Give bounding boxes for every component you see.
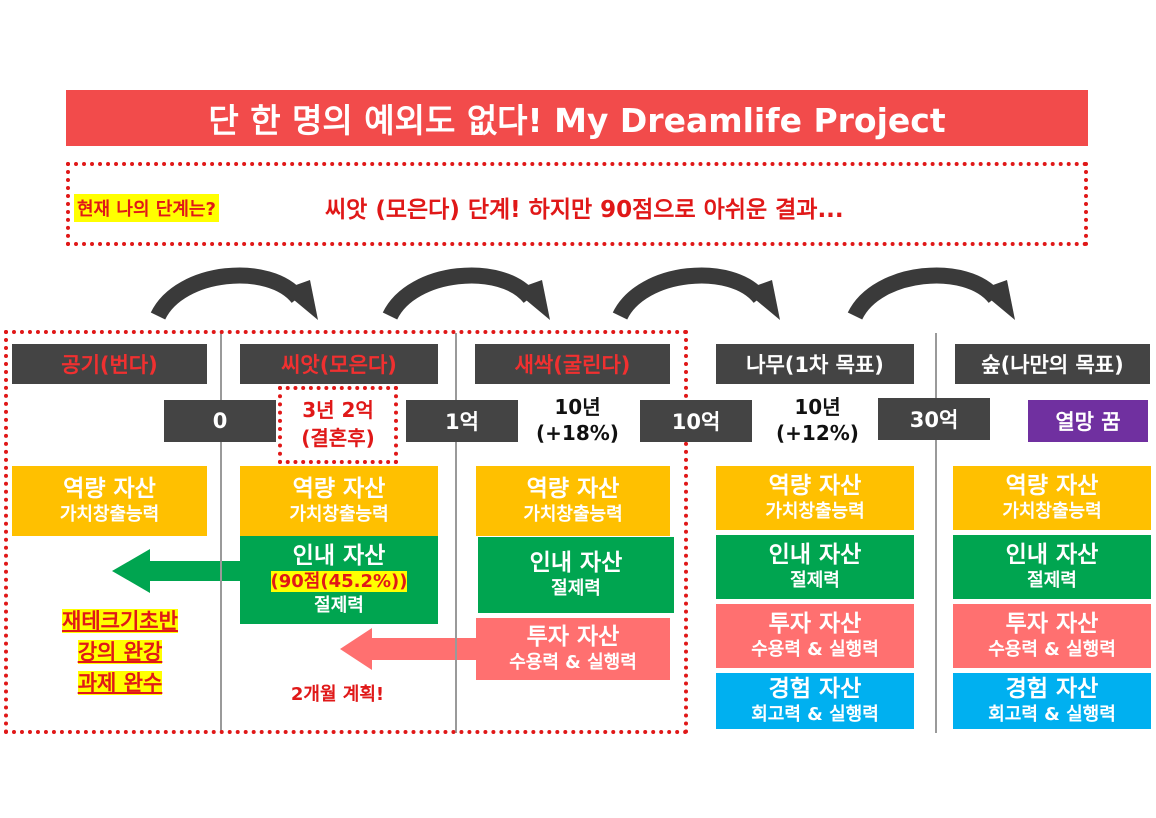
investment-asset-card: 투자 자산 수용력 & 실행력 [953, 604, 1151, 668]
capability-asset-card: 역량 자산 가치창출능력 [476, 466, 670, 536]
investment-asset-card: 투자 자산 수용력 & 실행력 [716, 604, 914, 668]
capability-asset-card: 역량 자산 가치창출능력 [953, 466, 1151, 530]
stage-forest: 숲(나만의 목표) [955, 344, 1150, 384]
left-arrow-green-icon [112, 549, 260, 593]
homework-note: 재테크기초반 강의 완강 과제 완수 [62, 609, 178, 695]
growth-note: 10년 (+18%) [536, 395, 619, 445]
plan-note: 2개월 계획! [290, 684, 385, 705]
investment-asset-card: 투자 자산 수용력 & 실행력 [476, 618, 670, 680]
curved-arrow-icon [382, 267, 537, 321]
capability-asset-card: 역량 자산 가치창출능력 [12, 466, 207, 536]
patience-asset-card: 인내 자산 절제력 [716, 535, 914, 599]
title-banner: 단 한 명의 예외도 없다! My Dreamlife Project [66, 90, 1088, 146]
amount-box: 30억 [878, 398, 990, 440]
column-divider [455, 333, 457, 733]
amount-box: 10억 [640, 400, 752, 442]
marriage-note: 3년 2억 (결혼후) [278, 386, 398, 464]
curved-arrow-icon [612, 267, 767, 321]
status-box [66, 162, 1088, 246]
curved-arrow-icon [150, 267, 305, 321]
experience-asset-card: 경험 자산 회고력 & 실행력 [716, 673, 914, 729]
status-question: 현재 나의 단계는? [74, 194, 219, 222]
column-divider [935, 333, 937, 733]
patience-asset-card: 인내 자산 (90점(45.2%)) 절제력 [240, 536, 438, 624]
patience-asset-card: 인내 자산 절제력 [478, 537, 674, 613]
stage-seed: 씨앗(모은다) [240, 344, 438, 384]
left-arrow-pink-icon [340, 628, 480, 670]
dream-box: 열망 꿈 [1028, 400, 1148, 442]
stage-sprout: 새싹(굴린다) [475, 344, 670, 384]
amount-box: 1억 [406, 400, 518, 442]
patience-asset-card: 인내 자산 절제력 [953, 535, 1151, 599]
status-answer: 씨앗 (모은다) 단계! 하지만 90점으로 아쉬운 결과... [325, 197, 844, 223]
stage-tree: 나무(1차 목표) [716, 344, 914, 384]
stage-air: 공기(번다) [12, 344, 207, 384]
current-scope-zone [4, 330, 688, 734]
growth-note: 10년 (+12%) [776, 395, 859, 445]
capability-asset-card: 역량 자산 가치창출능력 [240, 466, 438, 536]
curved-arrow-icon [847, 267, 1002, 321]
amount-box: 0 [164, 400, 276, 442]
column-divider [220, 333, 222, 733]
page-title: 단 한 명의 예외도 없다! My Dreamlife Project [208, 101, 946, 140]
experience-asset-card: 경험 자산 회고력 & 실행력 [953, 673, 1151, 729]
score-note: (90점(45.2%)) [270, 571, 408, 592]
capability-asset-card: 역량 자산 가치창출능력 [716, 466, 914, 530]
